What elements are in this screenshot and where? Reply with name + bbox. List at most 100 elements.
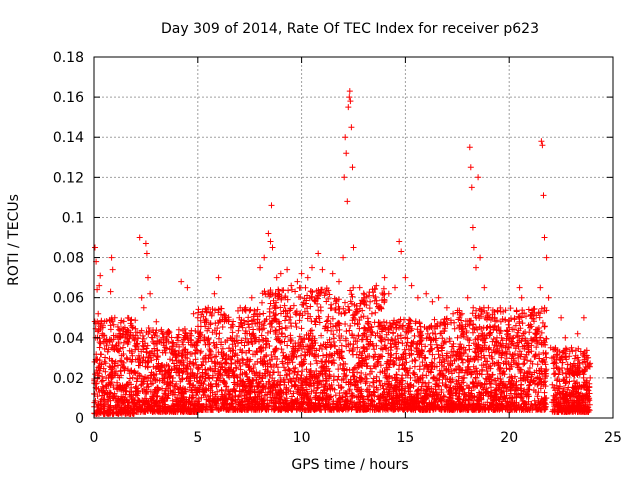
data-point (335, 366, 342, 373)
data-point (380, 291, 387, 298)
data-point (226, 345, 233, 352)
data-point (107, 322, 114, 329)
data-point (95, 400, 102, 407)
data-point (373, 297, 380, 304)
data-point (316, 315, 323, 322)
data-point (293, 324, 300, 330)
data-point (287, 305, 294, 312)
data-point (198, 406, 205, 413)
data-point (322, 373, 329, 379)
data-point (278, 296, 285, 303)
data-point (281, 364, 287, 371)
data-point (209, 383, 216, 390)
data-point (331, 295, 338, 302)
data-point (177, 359, 184, 366)
data-point (128, 399, 135, 406)
data-point (113, 406, 120, 413)
data-point (297, 384, 304, 391)
data-point (323, 363, 330, 370)
data-point (251, 398, 257, 405)
data-point (376, 395, 383, 402)
data-point (196, 333, 203, 340)
data-point (302, 381, 309, 388)
data-point (293, 407, 300, 413)
data-point (180, 341, 187, 348)
data-point (143, 391, 150, 397)
data-point (186, 394, 193, 401)
data-point (352, 365, 358, 372)
data-point (144, 405, 151, 411)
data-point (202, 385, 209, 392)
data-point (378, 326, 385, 333)
data-point (235, 327, 242, 334)
data-point (360, 343, 367, 350)
data-point (365, 292, 372, 299)
data-point (264, 363, 271, 370)
data-point (134, 335, 141, 342)
data-point (117, 357, 124, 364)
data-point (363, 363, 370, 370)
data-point (296, 333, 303, 340)
data-point (235, 393, 242, 400)
data-point (172, 347, 179, 354)
data-point (281, 376, 288, 383)
data-point (209, 389, 216, 396)
data-point (344, 390, 351, 397)
data-point (221, 400, 228, 407)
data-point (212, 404, 219, 411)
data-point (143, 345, 150, 352)
data-point (376, 400, 383, 407)
data-point (332, 343, 339, 350)
data-point (190, 405, 197, 411)
data-point (207, 347, 214, 354)
data-point (338, 377, 345, 384)
data-point (250, 365, 257, 371)
data-point (327, 341, 334, 348)
data-point (297, 294, 304, 301)
data-point (202, 305, 209, 312)
data-point (247, 306, 254, 313)
data-point (349, 293, 356, 300)
data-point (223, 406, 230, 413)
data-point (259, 299, 265, 306)
data-point (388, 344, 395, 351)
data-point (232, 405, 239, 412)
data-point (291, 399, 297, 406)
data-point (290, 365, 297, 372)
data-point (192, 349, 199, 356)
data-point (361, 344, 368, 351)
data-point (281, 302, 288, 309)
data-point (262, 373, 269, 380)
data-point (368, 332, 374, 338)
data-point (360, 298, 367, 305)
data-point (311, 351, 318, 358)
data-point (276, 318, 282, 325)
data-point (96, 344, 103, 351)
data-point (278, 346, 285, 353)
data-point (152, 386, 159, 393)
data-point (213, 353, 220, 360)
data-point (257, 387, 264, 394)
data-point (324, 317, 331, 324)
data-point (185, 398, 192, 405)
data-point (326, 351, 333, 358)
data-point (121, 367, 128, 374)
data-point (125, 339, 132, 346)
data-point (173, 401, 180, 408)
data-point (145, 358, 152, 365)
data-point (341, 367, 348, 374)
data-point (268, 352, 275, 358)
data-point (267, 300, 274, 307)
data-point (236, 406, 243, 413)
data-point (328, 305, 335, 312)
data-point (241, 342, 248, 349)
data-point (350, 373, 357, 380)
data-point (238, 339, 245, 346)
data-point (146, 350, 153, 357)
data-point (273, 327, 279, 334)
data-point (200, 403, 207, 410)
data-point (283, 372, 290, 379)
data-point (126, 388, 133, 395)
data-point (262, 335, 269, 342)
data-point (203, 370, 210, 377)
